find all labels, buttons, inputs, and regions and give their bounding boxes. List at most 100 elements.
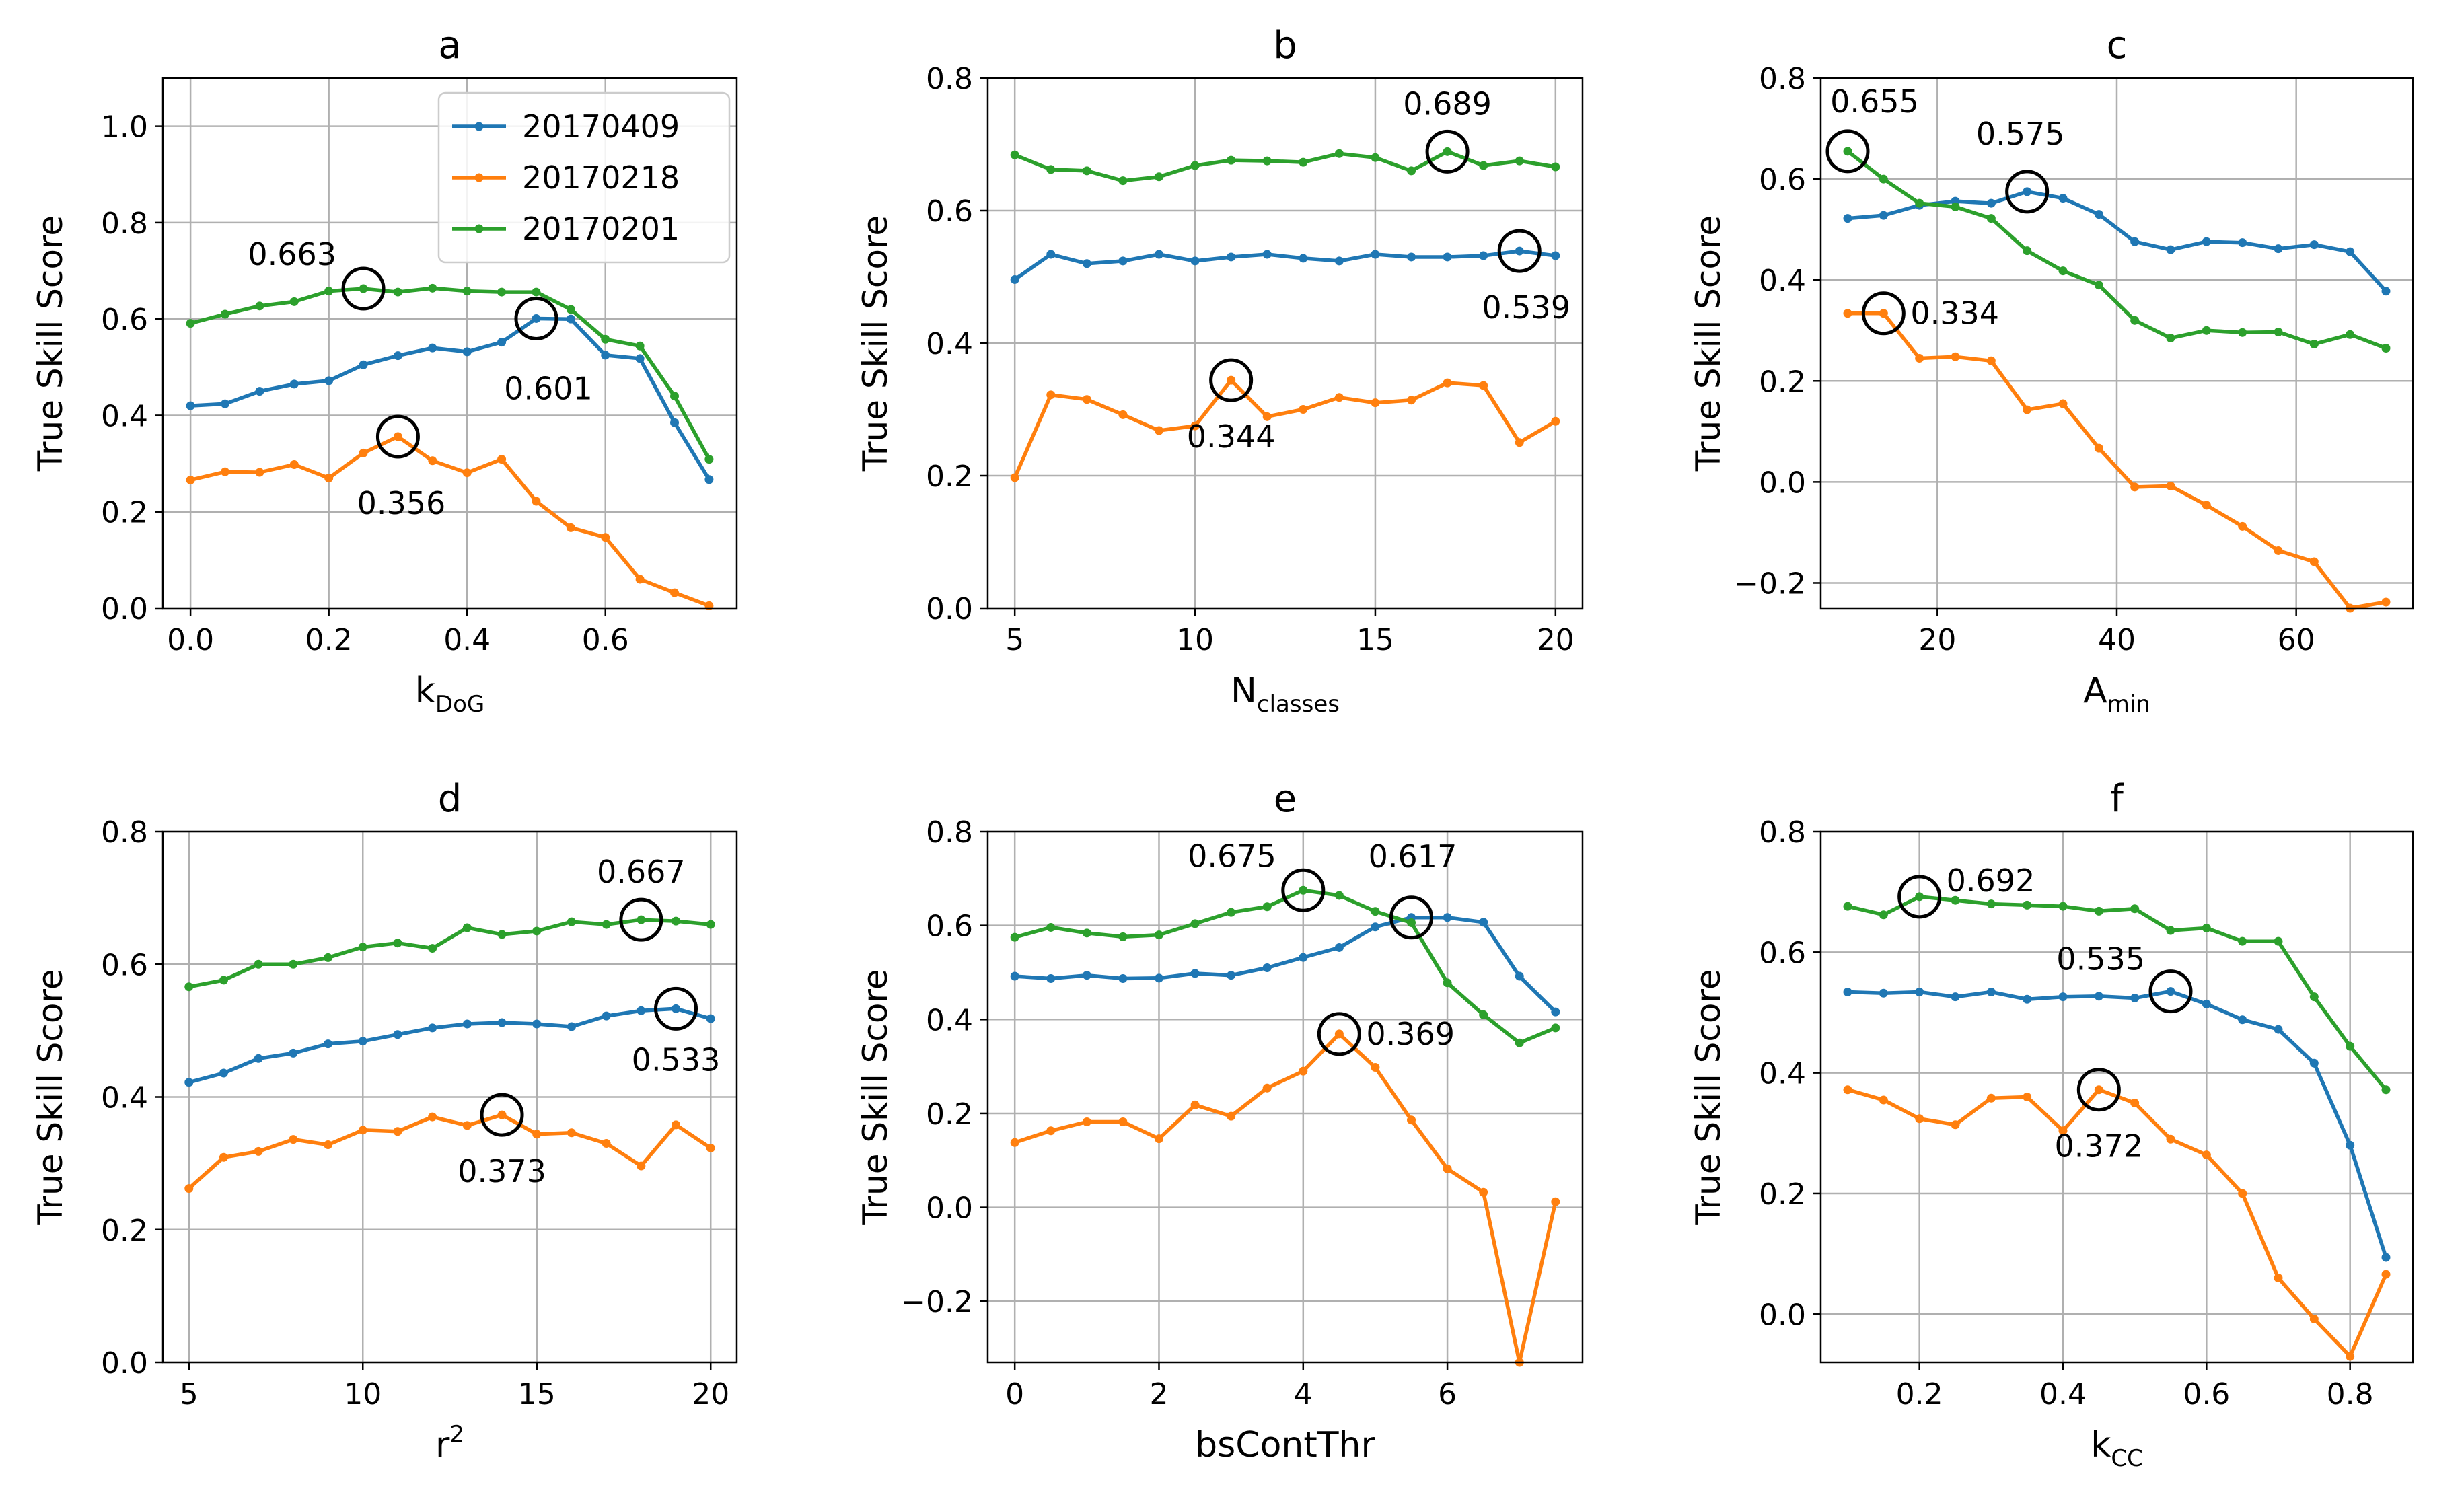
data-point-20170409 [1843,214,1852,223]
highlight-circle [1897,875,1942,919]
data-point-20170218 [1951,1120,1960,1130]
data-point-20170218 [1371,1063,1380,1072]
legend-marker-20170409 [474,122,484,131]
data-point-20170409 [1879,988,1888,998]
data-point-20170218 [2381,597,2391,607]
y-tick-label: 0.6 [1759,163,1806,197]
data-point-20170218 [1082,395,1091,404]
x-axis-label-subscript: DoG [435,691,484,718]
data-point-20170409 [2238,238,2247,248]
annotation-label: 0.601 [504,370,593,406]
data-point-20170218 [1951,352,1960,361]
data-point-20170218 [601,533,610,542]
data-point-20170201 [184,982,194,992]
x-tick-label: 0.4 [443,623,491,657]
annotation-label: 0.667 [597,854,686,890]
data-point-20170409 [324,1039,333,1049]
y-tick-label: 0.8 [101,207,148,241]
highlight-circle [2076,1068,2121,1112]
data-point-20170201 [2058,902,2068,911]
data-point-20170201 [359,284,368,293]
y-tick-label: 0.2 [101,496,148,530]
data-point-20170201 [1515,1038,1524,1047]
y-tick-label: 0.4 [926,1003,973,1037]
data-point-20170409 [393,1030,402,1039]
data-point-20170218 [1843,309,1852,318]
chart-panel-f: 0.2 0.4 0.6 0.8 0.0 0.2 0.4 0.6 0.8 f True Skill S… [1689,777,2414,1472]
data-point-20170218 [1227,375,1236,385]
data-point-20170201 [1371,153,1380,162]
data-point-20170201 [1190,919,1200,928]
data-point-20170409 [1046,250,1056,259]
data-point-20170201 [706,920,715,929]
data-point-20170409 [359,360,368,369]
y-tick-label: 0.4 [1759,264,1806,298]
data-point-20170218 [324,1140,333,1150]
y-tick-label: 0.2 [926,460,973,494]
series-line-20170218 [190,435,710,608]
data-point-20170218 [2202,501,2211,510]
chart-title: b [1273,24,1297,67]
chart-title: d [438,777,462,821]
series-line-20170218 [1013,378,1557,479]
data-point-20170201 [2166,333,2175,342]
data-point-20170201 [1227,155,1236,165]
data-point-20170409 [2058,992,2068,1002]
data-point-20170409 [2381,287,2391,296]
data-point-20170201 [2309,340,2319,349]
data-point-20170409 [1334,256,1344,266]
data-point-20170409 [289,1048,298,1058]
highlight-circle [1281,868,1326,912]
data-point-20170218 [219,1152,228,1162]
annotation-label: 0.539 [1482,289,1570,326]
data-point-20170218 [289,1135,298,1144]
y-tick-label: 0.6 [101,303,148,337]
annotation-label: 0.373 [458,1153,546,1189]
data-point-20170409 [1551,1007,1560,1017]
data-point-20170409 [2166,987,2175,996]
data-point-20170201 [358,943,367,952]
data-point-20170409 [601,351,610,360]
data-point-20170218 [1299,405,1308,414]
data-point-20170201 [1262,156,1272,166]
data-point-20170201 [2381,1085,2391,1095]
highlight-circle [1389,895,1434,940]
data-point-20170218 [1915,354,1924,363]
data-point-20170218 [637,1161,646,1171]
data-point-20170409 [1843,987,1852,996]
y-tick-label: 0.0 [101,592,148,626]
annotation-label: 0.655 [1830,83,1919,120]
data-point-20170201 [2309,992,2319,1002]
data-point-20170201 [532,926,542,936]
data-point-20170218 [1082,1117,1091,1127]
data-point-20170218 [2166,481,2175,490]
data-point-20170409 [184,1078,194,1087]
series-line-20170218 [187,1113,712,1190]
data-point-20170409 [462,1019,472,1029]
data-point-20170409 [289,379,299,389]
data-point-20170201 [1951,202,1960,211]
data-point-20170218 [220,467,229,476]
data-point-20170218 [532,497,541,506]
y-tick-label: −0.2 [901,1285,973,1319]
data-point-20170201 [601,334,610,344]
data-point-20170409 [2346,1140,2355,1150]
data-point-20170201 [1915,892,1924,902]
data-point-20170201 [1479,161,1488,170]
chart-panel-e: 0 2 4 6 −0.2 0.0 0.2 0.4 0.6 0.8 e True Skill Score… [856,777,1584,1465]
series-line-20170201 [1846,149,2387,351]
data-point-20170201 [2023,246,2032,256]
data-point-20170409 [1227,971,1236,980]
data-point-20170201 [186,319,195,328]
data-point-20170218 [672,1120,681,1130]
data-point-20170201 [2346,1041,2355,1051]
data-point-20170201 [1371,907,1380,916]
series-line-20170201 [1847,895,2388,1091]
data-point-20170201 [532,287,541,297]
highlight-circle [619,897,663,942]
data-point-20170409 [1262,963,1272,972]
data-point-20170409 [1443,252,1452,262]
data-point-20170201 [254,959,263,969]
y-tick-label: 0.0 [1759,466,1806,500]
